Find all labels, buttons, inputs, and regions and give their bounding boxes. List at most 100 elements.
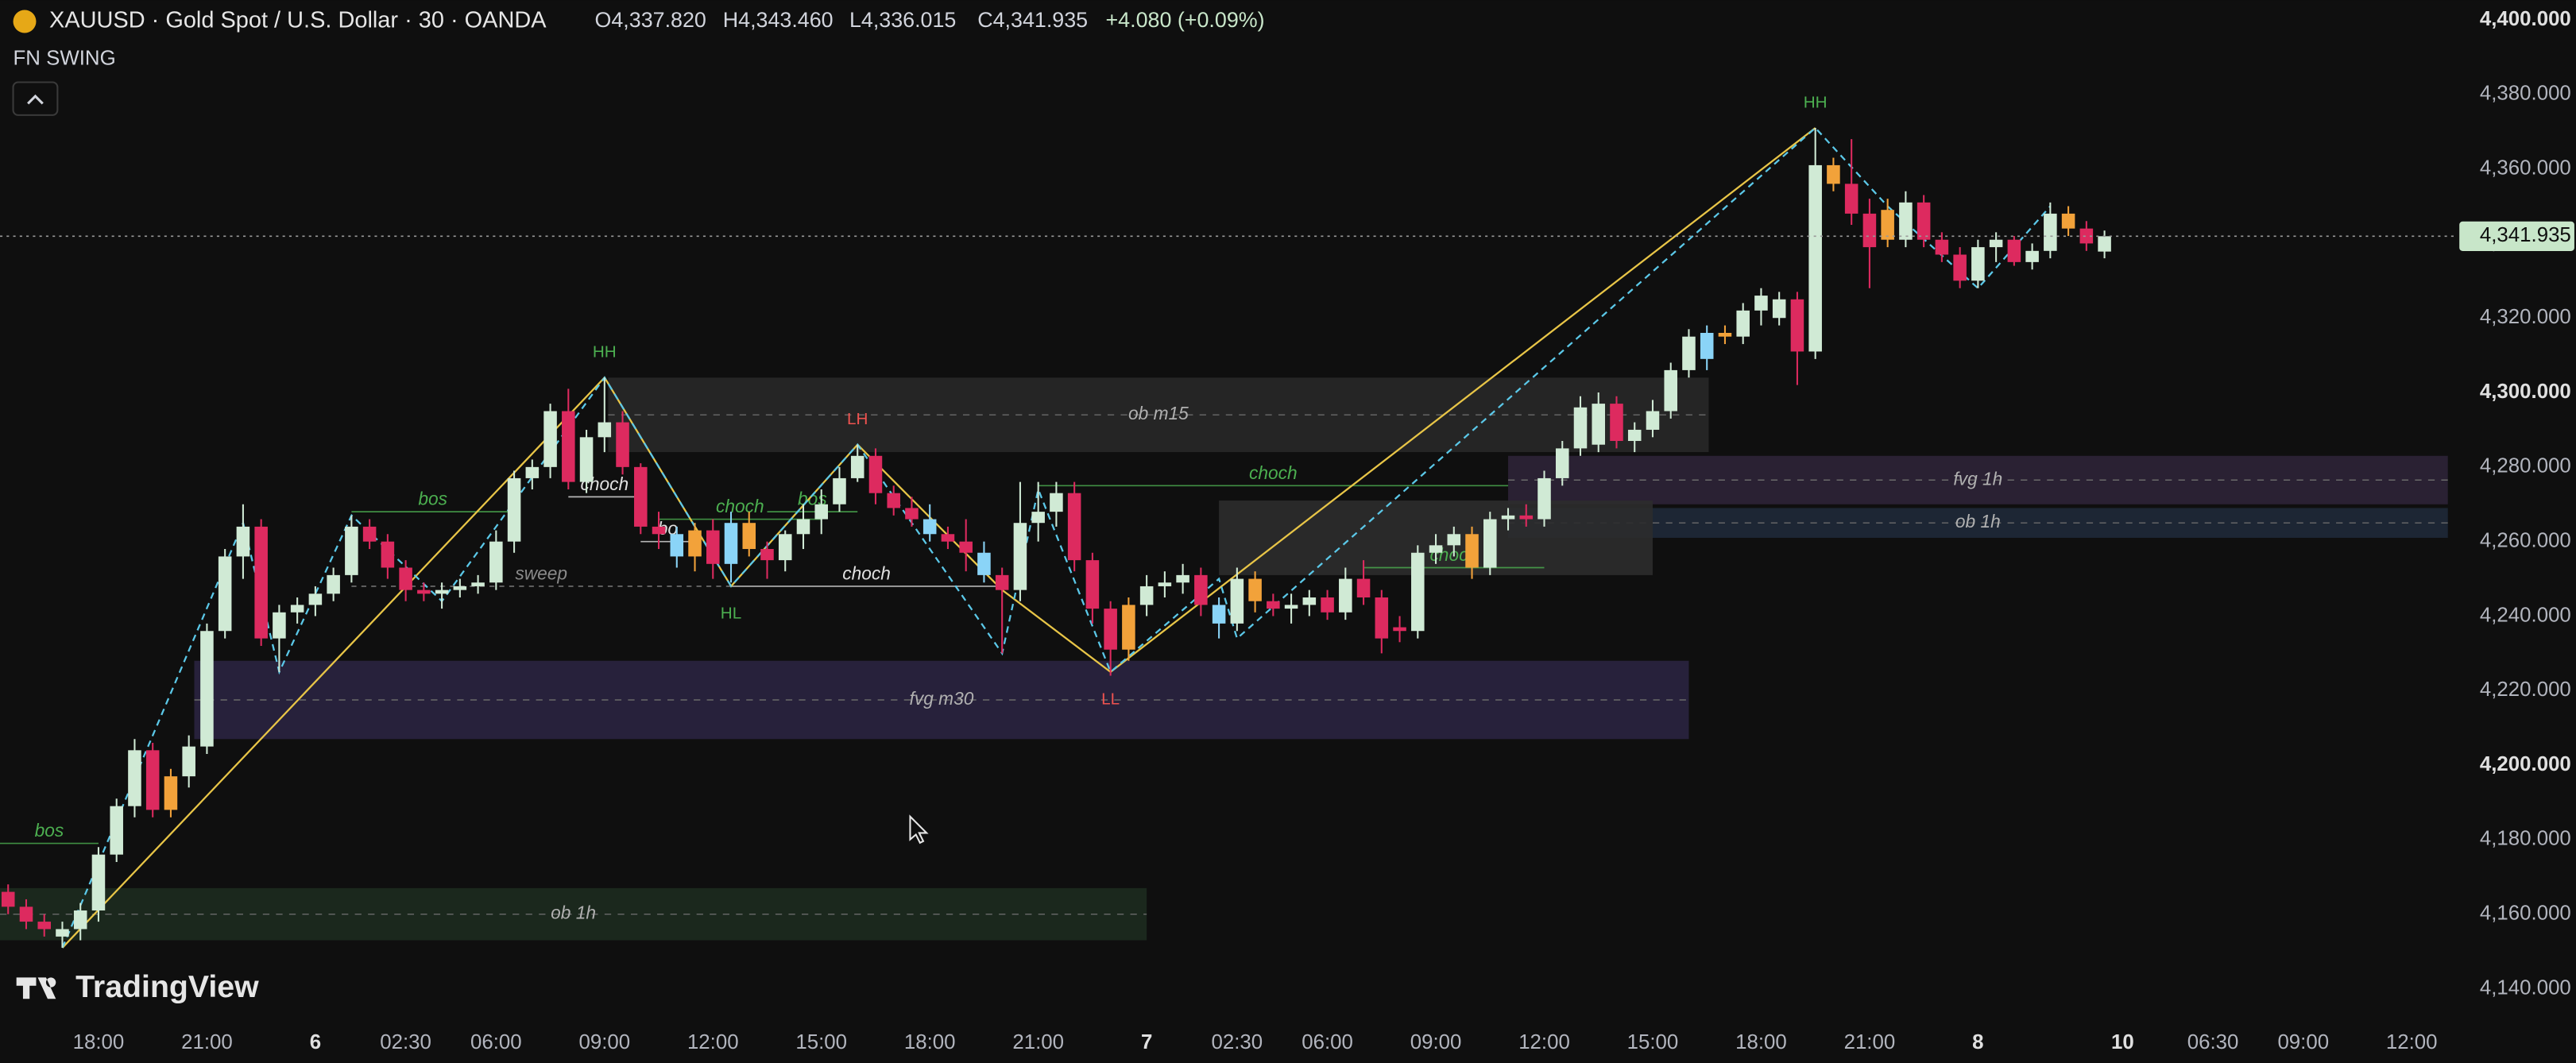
last-price-tag [2459,221,2574,251]
candle-body [1158,582,1172,586]
x-tick-label: 15:00 [795,1031,847,1053]
structure-label: bos [418,489,447,509]
candle-body [37,922,51,930]
collapse-button[interactable] [12,81,59,116]
candle-body [417,589,431,594]
indicator-name[interactable]: FN SWING [14,47,116,69]
candle-body [887,493,900,508]
y-tick-label: 4,320.000 [2480,306,2571,328]
candle-body [2044,213,2057,251]
candle-body [1248,578,1262,601]
symbol-title: XAUUSD · Gold Spot / U.S. Dollar · 30 · … [49,8,547,33]
candle-body [2007,239,2021,262]
candle-body [1122,605,1135,650]
pivot-label: LL [1101,690,1120,708]
mouse-cursor [909,814,929,845]
x-tick-label: 09:00 [1410,1031,1462,1053]
x-tick-label: 8 [1972,1031,1983,1053]
candle-body [1067,493,1081,561]
candle-body [1736,310,1750,337]
candle-body [562,411,575,482]
zone [1508,455,2448,504]
candle-body [453,586,467,590]
x-tick-label: 7 [1141,1031,1152,1053]
candle-body [1862,213,1877,248]
y-tick-label: 4,280.000 [2480,455,2571,477]
candle-body [145,750,160,810]
candle-body [1935,239,1949,255]
logo-text: TradingView [75,969,259,1004]
candle-body [742,523,756,550]
candle-body [616,422,629,467]
candle-body [110,806,123,855]
y-tick-label: 4,240.000 [2480,604,2571,626]
candle-body [634,466,648,527]
candle-body [1139,586,1154,605]
candle-body [1,891,15,907]
candle-body [543,411,557,467]
candle-body [1194,574,1208,605]
zone-label: ob 1h [1955,511,2001,532]
candle-body [1827,164,1840,184]
candle-body [905,508,919,520]
candle-body [399,567,412,590]
structure-label: sweep [515,562,567,583]
zone [1508,508,2448,538]
candle-body [922,519,937,535]
x-tick-label: 18:00 [904,1031,956,1053]
zone [194,660,1689,740]
zone [608,377,1709,453]
candle-body [1555,448,1569,478]
candle-body [941,534,955,542]
ohlc-close: C4,341.935 [977,8,1088,32]
candle-body [1375,597,1389,639]
x-tick-label: 12:00 [2386,1031,2438,1053]
candle-body [91,854,106,911]
candle-body [1899,202,1913,240]
candle-body [1537,477,1551,520]
last-price-label: 4,341.935 [2480,224,2571,246]
candle-body [1050,493,1063,512]
candle-body [381,541,395,568]
x-tick-label: 10 [2111,1031,2134,1053]
plot-area: ob 1h fvg m30 ob m15 fvg 1h ob 1h bos bos sweep… [0,8,2574,1053]
candle-body [778,534,792,561]
zone [0,887,1147,941]
zone-label: ob 1h [551,903,596,923]
candle-body [1339,578,1352,613]
x-tick-label: 12:00 [1518,1031,1570,1053]
ohlc-low: L4,336.015 [849,8,956,32]
candle-body [1176,574,1189,583]
candle-body [1393,627,1406,632]
zone-label: fvg m30 [910,688,974,709]
pivot-label: HH [1804,93,1828,111]
candle-body [1465,534,1479,568]
candle-body [1573,407,1588,449]
x-tick-label: 06:30 [2187,1031,2239,1053]
structure-label: bos [35,820,64,841]
candle-body [1104,609,1117,650]
candle-body [471,582,485,586]
y-tick-label: 4,380.000 [2480,83,2571,105]
x-tick-label: 12:00 [687,1031,739,1053]
candle-body [73,910,87,930]
candle-body [1429,545,1443,553]
candle-body [1754,296,1768,311]
structure-label: choch [842,562,891,583]
candle-body [1700,332,1714,359]
pivot-label: HL [721,605,741,623]
candle-body [1592,404,1606,445]
candle-body [598,422,612,438]
swing-line [61,126,2052,949]
candle-body [1447,534,1461,546]
pivot-label: LH [847,410,868,428]
symbol-icon [13,10,37,33]
x-tick-label: 09:00 [2277,1031,2329,1053]
candle-body [1790,299,1804,352]
y-tick-label: 4,260.000 [2480,529,2571,551]
candle-body [56,929,69,937]
candle-body [1013,523,1027,590]
ohlc-high: H4,343.460 [723,8,834,32]
candle-body [19,906,33,922]
